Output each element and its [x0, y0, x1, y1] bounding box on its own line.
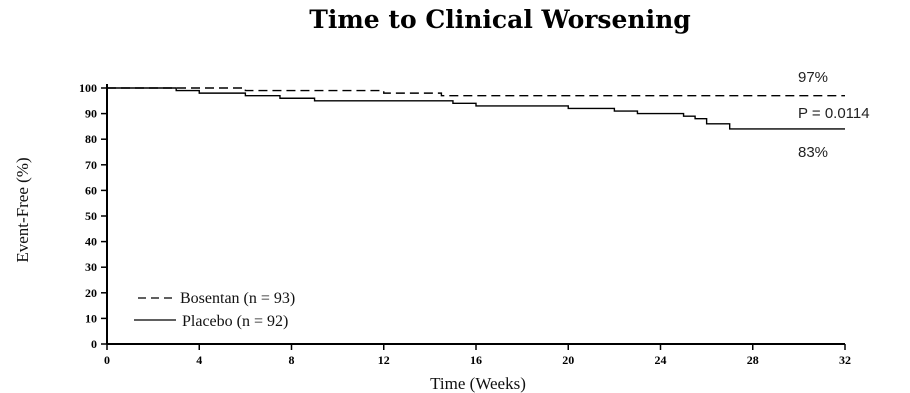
x-tick-label-24: 24 — [655, 353, 667, 367]
y-ticks: 0 10 20 30 40 50 60 70 80 90 100 — [79, 81, 107, 351]
y-tick-label-30: 30 — [85, 260, 97, 274]
legend-label-bosentan: Bosentan (n = 93) — [180, 290, 295, 307]
legend-label-placebo: Placebo (n = 92) — [182, 313, 288, 330]
series-layer — [107, 87, 845, 130]
y-tick-label-20: 20 — [85, 286, 97, 300]
x-tick-label-20: 20 — [562, 353, 574, 367]
chart-title: Time to Clinical Worsening — [309, 5, 690, 34]
y-tick-label-90: 90 — [85, 107, 97, 121]
y-tick-label-40: 40 — [85, 235, 97, 249]
annotation-p-value: P = 0.0114 — [798, 105, 870, 122]
y-tick-label-10: 10 — [85, 311, 97, 325]
x-axis-label: Time (Weeks) — [430, 374, 526, 393]
y-axis-label: Event-Free (%) — [13, 157, 32, 262]
annotation-bosentan-pct: 97% — [798, 69, 828, 86]
x-ticks: 0 4 8 12 16 20 24 28 32 — [104, 344, 851, 367]
y-tick-label-70: 70 — [85, 158, 97, 172]
annotation-placebo-pct: 83% — [798, 144, 828, 161]
x-tick-label-32: 32 — [839, 353, 851, 367]
y-tick-label-80: 80 — [85, 132, 97, 146]
series-line-bosentan — [107, 87, 845, 97]
y-tick-label-50: 50 — [85, 209, 97, 223]
x-tick-label-8: 8 — [289, 353, 295, 367]
x-tick-label-4: 4 — [196, 353, 202, 367]
x-tick-label-12: 12 — [378, 353, 390, 367]
y-tick-label-0: 0 — [91, 337, 97, 351]
legend: Bosentan (n = 93) Placebo (n = 92) — [134, 290, 295, 330]
x-tick-label-0: 0 — [104, 353, 110, 367]
y-tick-label-60: 60 — [85, 183, 97, 197]
series-line-placebo — [107, 87, 845, 130]
x-tick-label-16: 16 — [470, 353, 482, 367]
x-tick-label-28: 28 — [747, 353, 759, 367]
y-tick-label-100: 100 — [79, 81, 97, 95]
